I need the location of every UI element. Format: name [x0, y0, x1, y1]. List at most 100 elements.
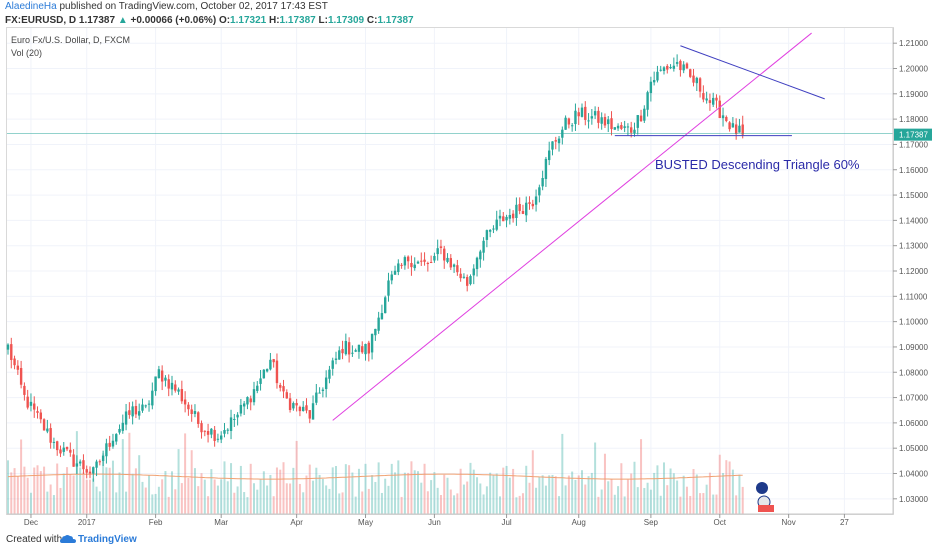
time-tick-label: Sep	[644, 518, 659, 527]
candle	[538, 184, 541, 203]
price-tick-label: 1.21000	[899, 39, 928, 48]
candle-body	[154, 376, 157, 392]
candle-body	[157, 369, 161, 379]
volume-bar	[584, 484, 587, 514]
candle-body	[302, 406, 305, 411]
candle-body	[495, 219, 498, 230]
volume-bar	[36, 465, 39, 514]
candle	[42, 418, 46, 431]
legend-volume: Vol (20)	[11, 48, 43, 58]
candle	[400, 263, 403, 269]
candle-body	[138, 411, 141, 416]
candle	[567, 117, 571, 129]
candle	[551, 141, 554, 156]
candle-body	[416, 261, 420, 264]
candle	[541, 170, 544, 191]
volume-bar	[636, 487, 639, 514]
uptrend-line[interactable]	[332, 32, 812, 421]
candle	[616, 123, 620, 131]
candle	[16, 360, 20, 375]
candle	[469, 274, 472, 286]
annotation-text[interactable]: BUSTED Descending Triangle 60%	[655, 157, 860, 172]
price-axis[interactable]: 1.21000 1.20000 1.19000 1.18000 1.17000 1.160…	[892, 28, 932, 514]
volume-bar	[676, 480, 679, 514]
candle	[334, 351, 338, 365]
candle	[62, 442, 65, 456]
candle-body	[36, 411, 39, 413]
price-tick-label: 1.12000	[899, 267, 928, 276]
candle	[85, 465, 88, 479]
candle	[495, 210, 498, 232]
volume-bar	[672, 473, 675, 514]
candle-body	[574, 110, 577, 125]
volume-bar	[518, 495, 521, 514]
triangle-upper-line[interactable]	[680, 45, 825, 100]
candle-body	[229, 417, 233, 431]
volume-bar	[617, 486, 620, 514]
candle-body	[652, 80, 656, 83]
volume-bar	[33, 467, 36, 514]
candle-body	[423, 259, 426, 262]
close-value: 1.17387	[377, 15, 414, 26]
volume-bar	[213, 479, 216, 514]
candle-body	[334, 358, 338, 360]
candle	[597, 106, 600, 129]
candle-body	[482, 240, 485, 253]
candle-body	[98, 461, 102, 463]
volume-bar	[515, 497, 518, 514]
candle-body	[475, 257, 479, 270]
volume-bar	[308, 464, 311, 514]
event-flags[interactable]	[756, 482, 774, 512]
volume-bar	[85, 479, 88, 514]
candle	[456, 259, 459, 276]
candle	[652, 71, 656, 86]
candle-body	[364, 343, 367, 355]
volume-bar	[180, 483, 183, 514]
candle-body	[295, 403, 298, 406]
candle	[734, 118, 738, 140]
legend: Euro Fx/U.S. Dollar, D, FXCM Vol (20)	[11, 34, 130, 60]
volume-bar	[49, 484, 52, 514]
volume-bar	[623, 496, 626, 514]
candle-body	[505, 216, 508, 221]
volume-bar	[207, 496, 210, 514]
candle-body	[488, 229, 492, 232]
author-link[interactable]: AlaedineHa	[5, 1, 57, 12]
volume-bar	[423, 463, 426, 514]
candle	[721, 107, 725, 127]
volume-bar	[574, 479, 577, 514]
candle-body	[643, 108, 646, 121]
volume-bar	[79, 467, 82, 514]
volume-bar	[380, 492, 383, 514]
candle	[511, 210, 515, 223]
volume-bar	[164, 471, 167, 514]
volume-bar	[292, 467, 295, 514]
candle	[446, 253, 449, 264]
candle	[570, 123, 574, 132]
candle	[302, 401, 305, 412]
candle-body	[236, 414, 239, 418]
volume-bar	[712, 494, 715, 514]
candle	[157, 365, 161, 379]
low-label: L:	[318, 15, 328, 26]
volume-bar	[246, 497, 249, 514]
price-tick-label: 1.20000	[899, 65, 928, 74]
candle-body	[544, 158, 548, 179]
candle-body	[469, 276, 472, 285]
candle-body	[689, 69, 692, 77]
candle-body	[200, 423, 203, 433]
volume-bar	[472, 469, 475, 514]
time-axis[interactable]: Dec 2017 Feb Mar Apr May Jun Jul Aug Sep Oct Nov 27	[7, 513, 893, 527]
candle-body	[570, 125, 574, 127]
volume-bar	[348, 465, 351, 514]
candle	[584, 101, 587, 126]
candle	[390, 270, 393, 285]
candle	[144, 404, 147, 409]
volume-bar	[620, 463, 623, 514]
tradingview-brand[interactable]: TradingView	[78, 534, 137, 545]
candle	[269, 352, 272, 371]
volume-bar	[548, 475, 551, 514]
candle	[147, 400, 151, 412]
candle-body	[39, 412, 42, 420]
